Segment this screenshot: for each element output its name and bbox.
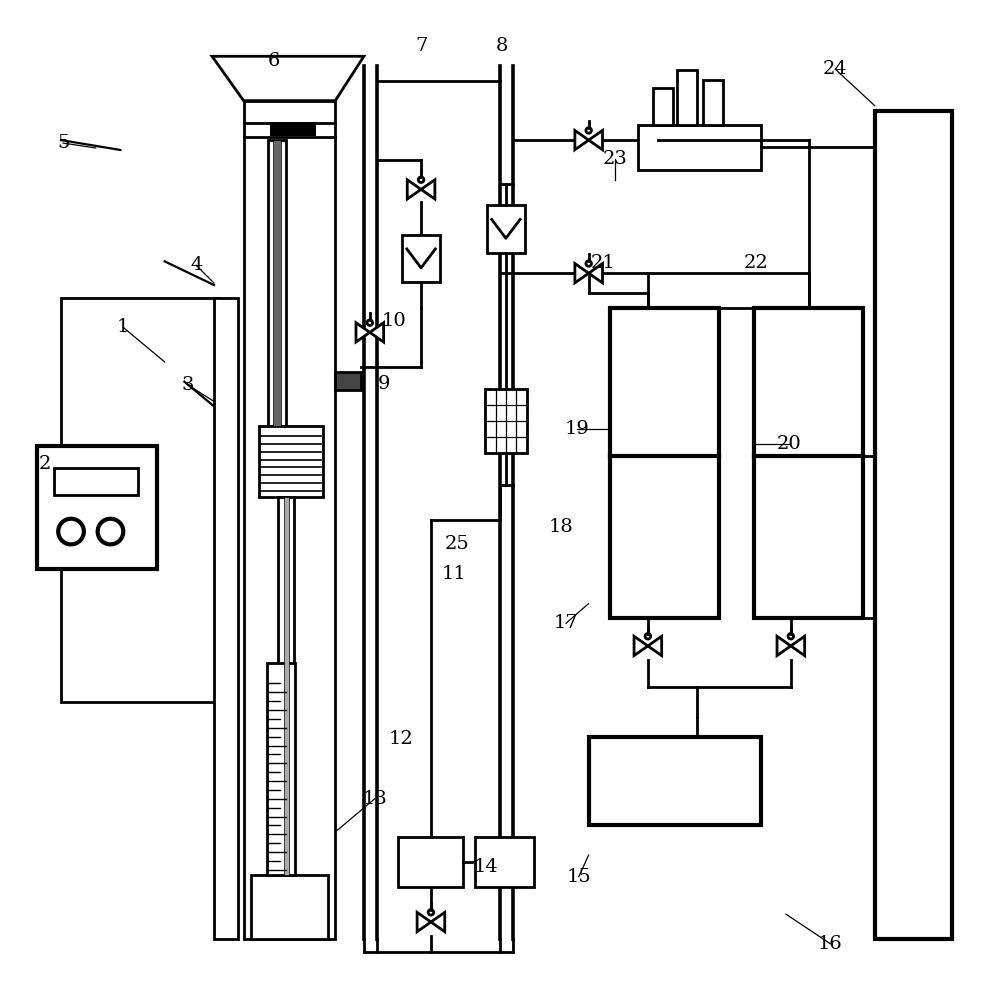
Circle shape [645,634,650,639]
Text: 21: 21 [591,254,616,272]
Polygon shape [356,323,369,342]
Bar [336,372,360,390]
Bar [273,140,281,426]
Bar [638,125,762,170]
Text: 24: 24 [823,60,848,78]
Polygon shape [777,636,790,656]
Circle shape [586,128,592,133]
Bar [486,389,526,453]
Polygon shape [575,264,589,283]
Text: 15: 15 [566,868,591,886]
Polygon shape [575,130,589,150]
Text: 23: 23 [603,150,628,168]
Bar [652,88,672,125]
Bar [55,468,138,495]
Bar [37,446,157,569]
Bar [214,298,237,939]
Bar [611,308,719,618]
Text: 2: 2 [38,455,51,473]
Bar [488,205,524,253]
Text: 22: 22 [744,254,769,272]
Text: 1: 1 [117,318,129,336]
Bar [251,875,329,939]
Text: 6: 6 [268,52,280,70]
Bar [284,497,289,875]
Polygon shape [635,636,647,656]
Bar [402,235,440,282]
Circle shape [428,910,434,915]
Circle shape [586,261,592,266]
Bar [62,298,218,702]
Text: 17: 17 [554,614,578,632]
Polygon shape [417,912,431,932]
Polygon shape [647,636,661,656]
Bar [259,426,324,497]
Bar [589,737,762,825]
Text: 4: 4 [190,256,203,274]
Text: 16: 16 [818,935,843,953]
Circle shape [367,320,372,325]
Bar [278,497,294,875]
Polygon shape [421,180,435,199]
Text: 14: 14 [474,858,498,876]
Text: 12: 12 [389,730,414,748]
Bar [875,111,951,939]
Circle shape [59,519,83,544]
Polygon shape [369,323,383,342]
Bar [398,837,464,887]
Text: 9: 9 [377,375,390,393]
Polygon shape [589,264,603,283]
Text: 7: 7 [415,37,427,55]
Text: 11: 11 [441,565,466,583]
Polygon shape [589,130,603,150]
Bar [268,140,286,426]
Text: 5: 5 [57,134,70,152]
Circle shape [97,519,123,544]
Polygon shape [213,56,363,101]
Polygon shape [407,180,421,199]
Text: 3: 3 [181,376,194,394]
Text: 13: 13 [362,790,387,808]
Bar [703,80,723,125]
Text: 10: 10 [382,312,407,330]
Bar [476,837,534,887]
Text: 18: 18 [549,518,574,536]
Bar [267,663,295,875]
Circle shape [418,177,424,183]
Bar [270,122,316,136]
Text: 19: 19 [564,420,589,438]
Bar [677,70,697,125]
Circle shape [788,634,793,639]
Text: 25: 25 [445,535,470,553]
Text: 8: 8 [496,37,508,55]
Polygon shape [790,636,804,656]
Text: 20: 20 [777,435,801,453]
Bar [243,101,336,939]
Polygon shape [431,912,445,932]
Bar [755,308,863,618]
